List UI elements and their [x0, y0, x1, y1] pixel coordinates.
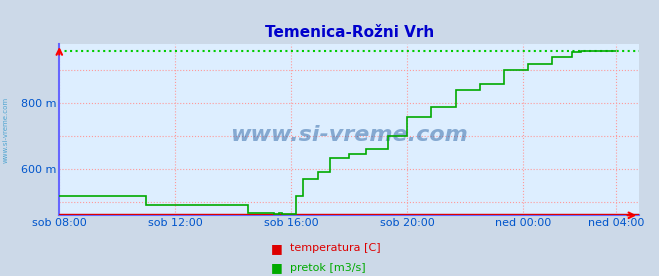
Text: www.si-vreme.com: www.si-vreme.com	[2, 97, 9, 163]
Text: temperatura [C]: temperatura [C]	[290, 243, 381, 253]
Text: ■: ■	[271, 242, 283, 255]
Title: Temenica-Rožni Vrh: Temenica-Rožni Vrh	[265, 25, 434, 40]
Text: www.si-vreme.com: www.si-vreme.com	[231, 125, 468, 145]
Text: pretok [m3/s]: pretok [m3/s]	[290, 263, 366, 273]
Text: ■: ■	[271, 261, 283, 274]
